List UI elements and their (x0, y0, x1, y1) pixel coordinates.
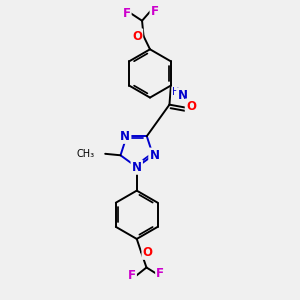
Text: F: F (151, 5, 159, 18)
Text: H: H (172, 87, 180, 97)
Text: N: N (120, 130, 130, 143)
Text: O: O (186, 100, 196, 112)
Text: N: N (149, 149, 160, 162)
Text: F: F (156, 267, 164, 280)
Text: CH₃: CH₃ (77, 149, 95, 159)
Text: N: N (177, 88, 188, 102)
Text: F: F (122, 7, 130, 20)
Text: O: O (132, 30, 142, 43)
Text: N: N (132, 160, 142, 174)
Text: O: O (142, 246, 153, 259)
Text: F: F (128, 269, 136, 282)
